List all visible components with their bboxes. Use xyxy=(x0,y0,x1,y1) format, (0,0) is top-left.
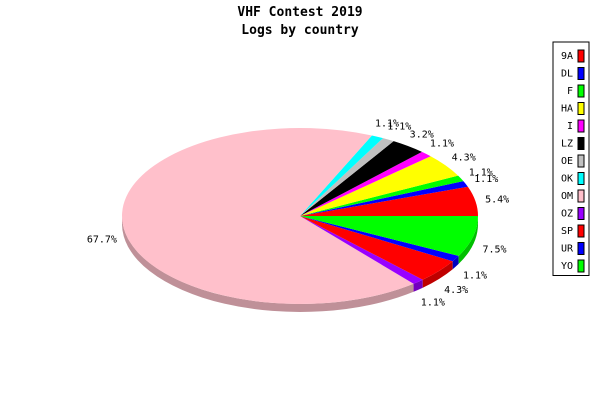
legend-swatch-ha xyxy=(577,102,585,115)
legend-swatch-yo xyxy=(577,259,585,273)
slice-label-dl: 1.1% xyxy=(474,174,498,185)
legend-swatch-lz xyxy=(577,137,585,150)
legend-label-ur: UR xyxy=(561,244,574,255)
legend-swatch-oe xyxy=(577,154,585,168)
legend-label-9a: 9A xyxy=(561,51,573,62)
pie-slice-yo xyxy=(300,216,478,256)
legend-swatch-f xyxy=(577,84,585,98)
pie-slice-f xyxy=(300,175,464,216)
pie-slice-side-ur xyxy=(452,255,459,270)
slice-label-i: 1.1% xyxy=(430,139,454,150)
pie-slice-i xyxy=(300,151,431,216)
pie-slice-oz xyxy=(300,216,423,284)
legend-swatch-ur xyxy=(577,242,585,255)
slice-label-ur: 1.1% xyxy=(463,270,487,281)
legend-swatch-dl xyxy=(577,67,585,80)
legend-swatch-sp xyxy=(577,224,585,238)
legend-label-oz: OZ xyxy=(561,209,573,220)
pie-slice-ok xyxy=(300,135,383,216)
slice-label-ok: 1.1% xyxy=(375,118,399,129)
pie-slice-ur xyxy=(300,216,459,262)
slice-label-ha: 4.3% xyxy=(452,152,476,163)
pie-slice-9a xyxy=(300,186,478,216)
pie-slice-side-sp xyxy=(422,261,453,288)
legend-label-yo: YO xyxy=(561,261,573,272)
legend: 9A DL F HA I LZ OE OK OM OZ SP UR YO xyxy=(552,41,590,276)
slice-label-sp: 4.3% xyxy=(444,285,468,296)
chart-title: VHF Contest 2019 xyxy=(237,5,363,20)
pie-slice-lz xyxy=(300,141,422,216)
legend-label-om: OM xyxy=(561,191,573,202)
legend-label-lz: LZ xyxy=(561,139,573,150)
slice-label-oz: 1.1% xyxy=(421,298,445,309)
pie-slice-sp xyxy=(300,216,453,280)
legend-label-ha: HA xyxy=(561,104,573,115)
slice-label-lz: 3.2% xyxy=(410,129,434,140)
legend-label-dl: DL xyxy=(561,69,573,80)
pie-slice-side-oz xyxy=(413,279,423,292)
pie-slice-dl xyxy=(300,181,468,216)
legend-label-ok: OK xyxy=(561,174,573,185)
slice-label-om: 67.7% xyxy=(87,234,117,245)
legend-swatch-9a xyxy=(577,49,585,63)
chart-subtitle: Logs by country xyxy=(241,23,359,38)
legend-label-f: F xyxy=(567,86,573,97)
legend-label-oe: OE xyxy=(561,156,573,167)
legend-swatch-om xyxy=(577,189,585,203)
pie-slice-side-yo xyxy=(458,216,478,264)
slice-label-9a: 5.4% xyxy=(485,194,509,205)
pie-slice-om xyxy=(121,128,414,305)
pie-slice-ha xyxy=(300,156,459,216)
legend-swatch-i xyxy=(577,119,585,133)
legend-swatch-ok xyxy=(577,172,585,185)
legend-label-sp: SP xyxy=(561,226,573,237)
slice-label-oe: 1.1% xyxy=(387,122,411,133)
slice-label-yo: 7.5% xyxy=(482,244,506,255)
legend-label-i: I xyxy=(567,121,573,132)
legend-swatch-oz xyxy=(577,207,585,220)
pie-slice-side-om xyxy=(122,216,414,312)
slice-label-f: 1.1% xyxy=(469,167,493,178)
pie-slice-oe xyxy=(300,138,394,216)
